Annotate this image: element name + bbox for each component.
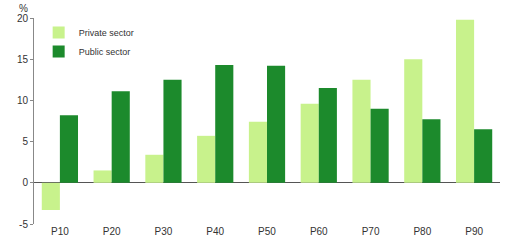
svg-text:P40: P40	[206, 226, 224, 237]
svg-text:P80: P80	[413, 226, 431, 237]
svg-text:10: 10	[17, 95, 29, 106]
svg-text:Private sector: Private sector	[79, 28, 134, 38]
svg-text:P60: P60	[310, 226, 328, 237]
svg-text:20: 20	[17, 13, 29, 24]
svg-text:%: %	[19, 3, 28, 14]
svg-text:P30: P30	[155, 226, 173, 237]
svg-text:-5: -5	[19, 219, 28, 230]
svg-text:P70: P70	[362, 226, 380, 237]
svg-text:Public sector: Public sector	[79, 47, 131, 57]
svg-text:5: 5	[22, 136, 28, 147]
svg-text:P20: P20	[103, 226, 121, 237]
svg-text:P50: P50	[258, 226, 276, 237]
svg-text:15: 15	[17, 54, 29, 65]
svg-text:P10: P10	[51, 226, 69, 237]
svg-text:0: 0	[22, 177, 28, 188]
svg-text:P90: P90	[465, 226, 483, 237]
